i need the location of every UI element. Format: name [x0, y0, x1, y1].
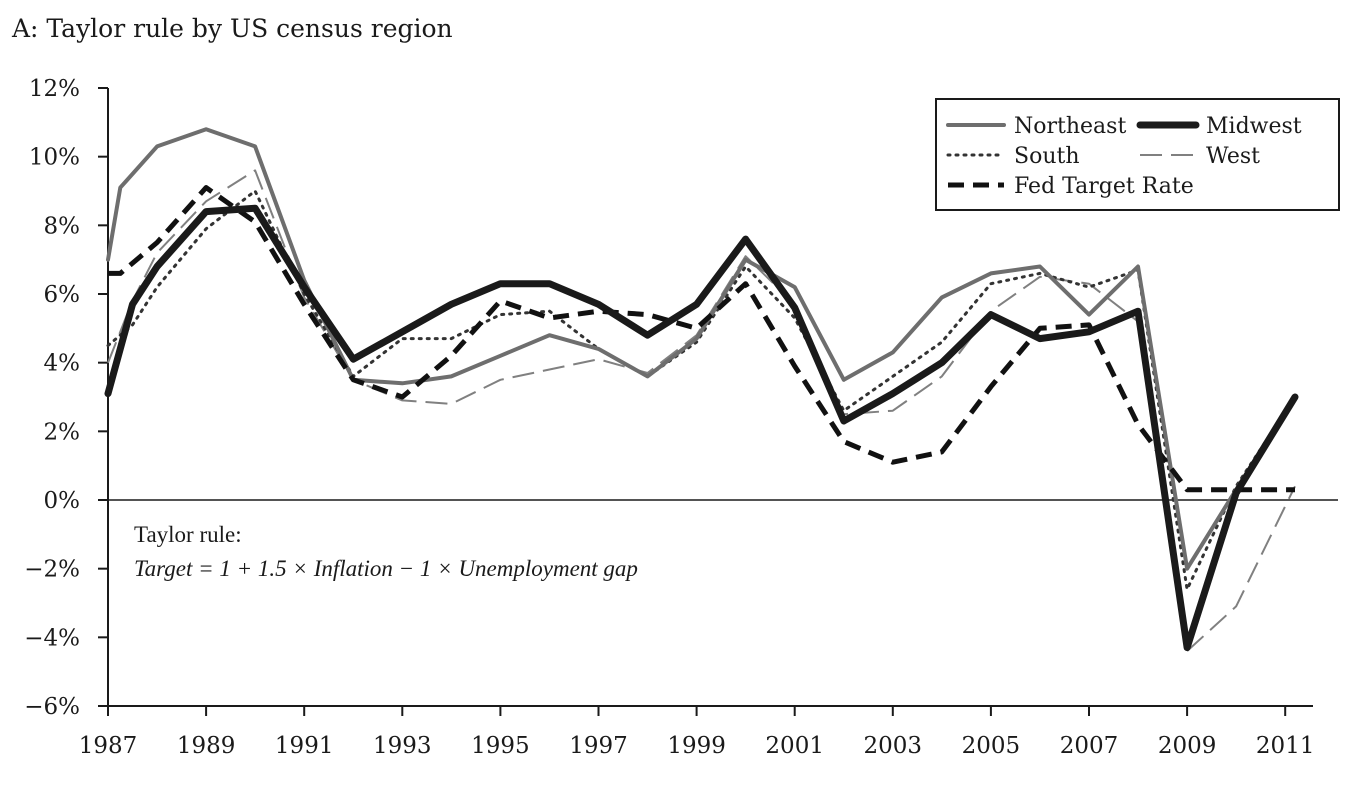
y-tick-label: −2% — [24, 557, 80, 583]
y-tick-label: −6% — [24, 694, 80, 720]
x-tick-label: 2003 — [864, 733, 923, 759]
legend-label-fed-target-rate: Fed Target Rate — [1014, 174, 1194, 199]
y-tick-label: 8% — [44, 213, 81, 239]
y-tick-label: 2% — [44, 419, 81, 445]
series-line-west — [107, 169, 1296, 653]
annotation-heading: Taylor rule: — [134, 522, 242, 547]
x-tick-label: 2009 — [1158, 733, 1217, 759]
y-tick-label: 6% — [44, 282, 81, 308]
legend-label-west: West — [1206, 144, 1260, 169]
x-tick-label: 1991 — [275, 733, 334, 759]
x-tick-label: 2007 — [1060, 733, 1119, 759]
y-tick-label: 12% — [29, 76, 80, 102]
x-tick-label: 1993 — [373, 733, 432, 759]
chart-title: A: Taylor rule by US census region — [12, 14, 453, 43]
x-tick-label: 2001 — [765, 733, 824, 759]
y-tick-label: 0% — [44, 488, 81, 514]
x-tick-label: 1987 — [79, 733, 138, 759]
legend-label-south: South — [1014, 144, 1080, 169]
legend: Northeast Midwest South West Fed Target Rate — [935, 98, 1340, 211]
series-line-midwest — [104, 204, 1299, 652]
series-lines — [104, 127, 1299, 653]
y-tick-label: 4% — [44, 351, 81, 377]
axes: 12% 10% 8% 6% 4% 2% 0% −2% −4% −6% 1987 1989 1991 199… — [24, 76, 1338, 759]
x-tick-label: 2005 — [962, 733, 1021, 759]
x-tick-label: 1995 — [471, 733, 530, 759]
series-line-fed-target-rate — [108, 185, 1295, 493]
y-tick-label: −4% — [24, 625, 80, 651]
x-tick-label: 2011 — [1256, 733, 1315, 759]
x-tick-label: 1989 — [177, 733, 236, 759]
taylor-rule-annotation: Taylor rule: Target = 1 + 1.5 × Inflatio… — [134, 518, 638, 586]
legend-label-northeast: Northeast — [1014, 114, 1126, 139]
series-line-south — [106, 189, 1297, 591]
x-tick-label: 1999 — [667, 733, 726, 759]
series-line-northeast — [106, 127, 1297, 571]
annotation-formula: Target = 1 + 1.5 × Inflation − 1 × Unemp… — [134, 556, 638, 581]
legend-label-midwest: Midwest — [1206, 114, 1302, 139]
y-tick-label: 10% — [29, 145, 80, 171]
x-tick-label: 1997 — [569, 733, 628, 759]
legend-box — [935, 98, 1340, 211]
